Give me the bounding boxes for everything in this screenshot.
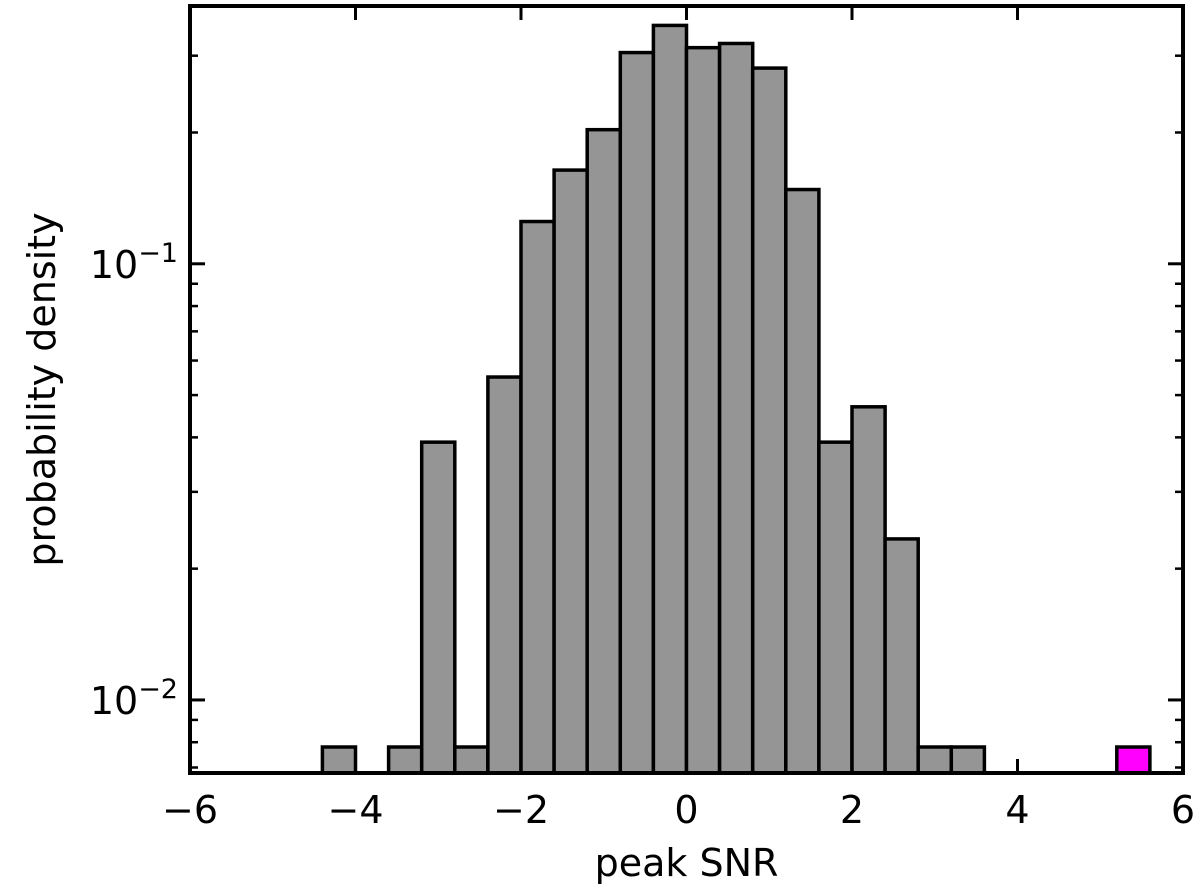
- x-tick-label: 0: [674, 788, 698, 832]
- x-tick-labels: −6 −4 −2 0 2 4 6: [162, 788, 1195, 832]
- y-tick-labels: 10−2 10−1: [90, 238, 178, 723]
- y-tick-label: 10−1: [90, 238, 178, 287]
- histogram-bar: [519, 219, 556, 775]
- x-tick-label: 6: [1171, 788, 1195, 832]
- x-tick-label: 4: [1005, 788, 1029, 832]
- highlight-bar: [1115, 745, 1152, 775]
- histogram-bar: [585, 127, 623, 775]
- x-tick-label: −2: [493, 788, 549, 832]
- histogram-bar: [717, 41, 755, 775]
- y-tick-label: 10−2: [90, 674, 178, 723]
- histogram-bar: [817, 440, 854, 775]
- histogram-bar: [784, 187, 821, 775]
- x-tick-label: −6: [162, 788, 218, 832]
- histogram-bar: [850, 405, 887, 775]
- histogram-bar: [684, 45, 722, 775]
- histogram-bar: [486, 375, 523, 775]
- histogram-bar: [883, 537, 920, 775]
- y-axis-title: probability density: [20, 212, 64, 566]
- histogram-bar: [320, 745, 358, 775]
- histogram-bar: [618, 50, 656, 775]
- histogram-bar: [453, 745, 490, 775]
- histogram-bar: [552, 168, 589, 775]
- histogram-bar: [651, 23, 689, 775]
- bars-group: [320, 23, 1152, 775]
- x-tick-label: −4: [327, 788, 383, 832]
- histogram-bar: [916, 745, 954, 775]
- x-axis-title: peak SNR: [595, 841, 779, 885]
- histogram-bar: [386, 745, 424, 775]
- histogram-bar: [949, 745, 987, 775]
- plot-frame: [188, 4, 1185, 775]
- histogram-bar: [419, 440, 457, 775]
- x-tick-label: 2: [840, 788, 864, 832]
- histogram-bar: [750, 66, 788, 775]
